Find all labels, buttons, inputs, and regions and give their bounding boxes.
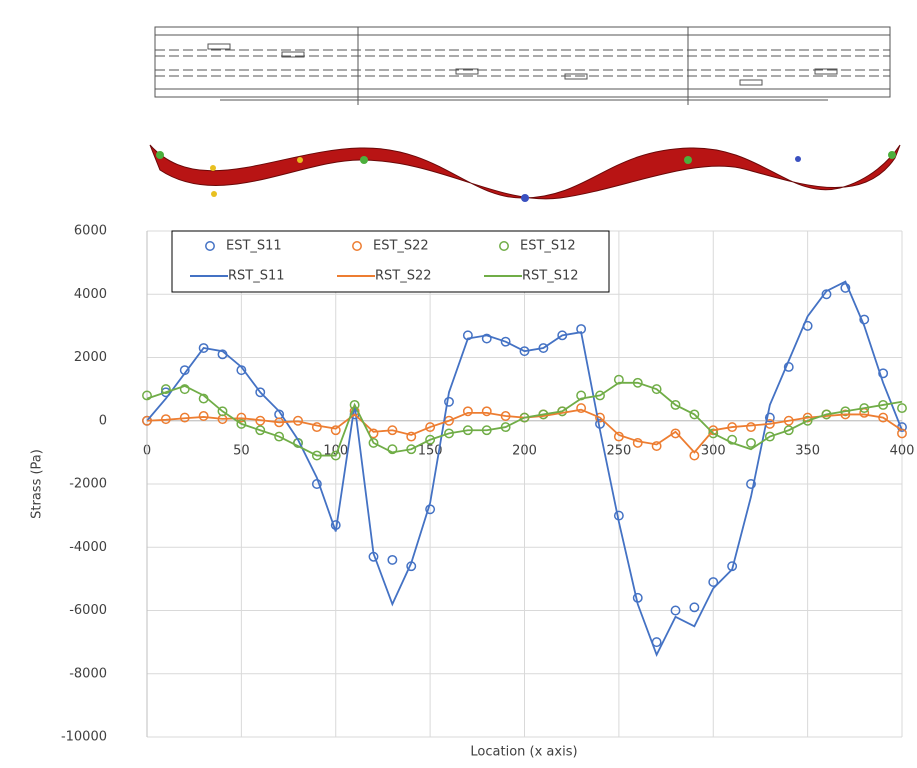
data-point bbox=[388, 556, 396, 564]
x-tick-label: 350 bbox=[795, 443, 820, 458]
y-axis-title: Strass (Pa) bbox=[30, 449, 45, 519]
legend-label: EST_S12 bbox=[520, 239, 576, 254]
deformed-beam bbox=[150, 145, 900, 202]
schematic-frame bbox=[155, 27, 890, 97]
x-tick-label: 50 bbox=[233, 443, 250, 458]
y-tick-label: -10000 bbox=[61, 730, 107, 745]
page: {"chart_data":{"type":"line","y_label":"… bbox=[0, 0, 917, 768]
x-axis-title: Location (x axis) bbox=[470, 745, 577, 760]
y-tick-label: 6000 bbox=[74, 224, 107, 239]
y-tick-label: 2000 bbox=[74, 350, 107, 365]
x-tick-label: 250 bbox=[606, 443, 631, 458]
y-tick-label: -8000 bbox=[69, 666, 107, 681]
data-point bbox=[747, 439, 755, 447]
legend-label: EST_S22 bbox=[373, 239, 429, 254]
legend-label: RST_S22 bbox=[375, 269, 432, 284]
x-tick-label: 400 bbox=[890, 443, 915, 458]
beam-shape bbox=[150, 145, 900, 199]
data-point bbox=[199, 412, 207, 420]
legend-label: RST_S12 bbox=[522, 269, 579, 284]
x-tick-label: 200 bbox=[512, 443, 537, 458]
data-point bbox=[747, 423, 755, 431]
y-tick-label: -4000 bbox=[69, 540, 107, 555]
y-tick-label: -2000 bbox=[69, 477, 107, 492]
y-tick-label: -6000 bbox=[69, 603, 107, 618]
y-tick-label: 4000 bbox=[74, 287, 107, 302]
y-tick-label: 0 bbox=[99, 413, 107, 428]
schematic bbox=[155, 27, 890, 105]
legend-label: EST_S11 bbox=[226, 239, 282, 254]
legend: EST_S11 EST_S22 EST_S12 RST_S11 RST_S22 RST_S… bbox=[172, 231, 609, 292]
x-tick-label: 300 bbox=[701, 443, 726, 458]
chart: Strass (Pa) Location (x axis) -10000 -800… bbox=[0, 0, 917, 764]
legend-label: RST_S11 bbox=[228, 269, 285, 284]
